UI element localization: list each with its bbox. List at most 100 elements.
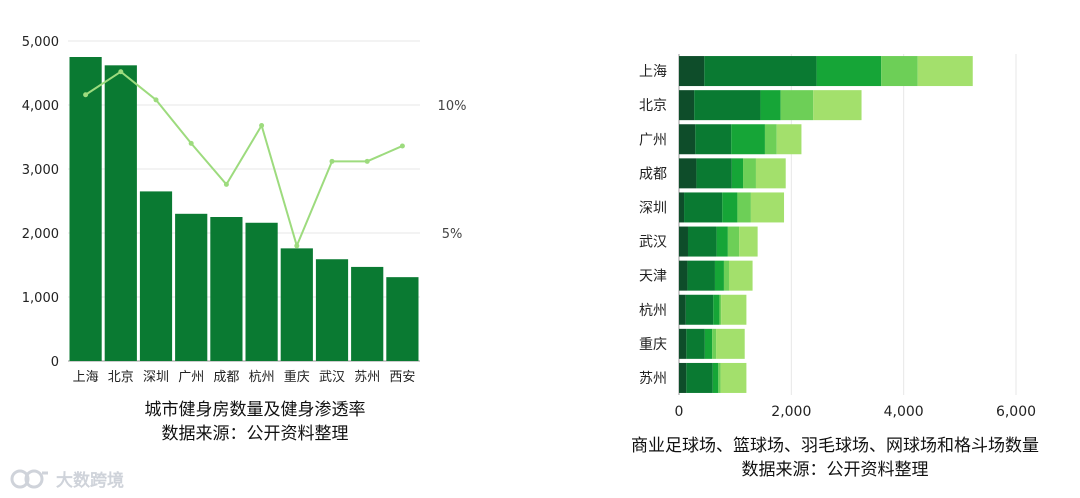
stacked-segment <box>743 158 756 189</box>
stacked-segment <box>731 158 744 189</box>
stacked-segment <box>679 192 685 223</box>
stacked-segment <box>694 90 761 121</box>
brand-logo-icon <box>10 469 48 488</box>
right-chart-title: 商业足球场、篮球场、羽毛球场、网球场和格斗场数量 <box>631 436 1039 456</box>
right-category-label: 深圳 <box>639 200 667 216</box>
x-tick-label: 西安 <box>389 370 415 385</box>
stacked-segment <box>739 226 758 257</box>
right-y-tick-label: 5% <box>442 227 463 242</box>
stacked-segment <box>716 328 745 359</box>
stacked-segment <box>780 90 814 121</box>
left-y-tick-label: 3,000 <box>22 163 59 178</box>
watermark-text: 大数跨境 <box>56 471 124 491</box>
left-chart-title: 城市健身房数量及健身渗透率 <box>144 400 366 420</box>
right-category-label: 杭州 <box>639 303 667 319</box>
stacked-segment <box>737 192 751 223</box>
right-category-label: 苏州 <box>639 371 667 387</box>
right-x-tick-label: 6,000 <box>996 404 1036 420</box>
stacked-segment <box>679 56 705 87</box>
left-chart-caption: 城市健身房数量及健身渗透率 数据来源：公开资料整理 <box>60 398 450 446</box>
stacked-segment <box>714 260 724 291</box>
stacked-segment <box>679 294 686 325</box>
bar-gym-count <box>210 217 243 361</box>
stacked-segment <box>687 260 715 291</box>
left-y-tick-label: 1,000 <box>22 291 59 306</box>
stacked-segment <box>712 362 719 393</box>
stacked-segment <box>686 362 713 393</box>
line-point <box>399 143 405 149</box>
stacked-segment <box>722 192 738 223</box>
x-tick-label: 武汉 <box>319 370 345 385</box>
left-y-tick-label: 5,000 <box>22 35 59 50</box>
right-chart-source: 数据来源：公开资料整理 <box>741 460 929 480</box>
stacked-segment <box>679 328 687 359</box>
stacked-segment <box>917 56 973 87</box>
stacked-segment <box>728 260 753 291</box>
line-point <box>259 122 265 128</box>
stacked-segment <box>704 56 817 87</box>
x-tick-label: 杭州 <box>249 370 275 385</box>
bar-gym-count <box>104 65 137 361</box>
right-category-label: 天津 <box>639 269 667 285</box>
stacked-segment <box>727 226 740 257</box>
stacked-segment <box>679 124 696 155</box>
right-category-label: 北京 <box>639 98 667 114</box>
stacked-segment <box>695 124 732 155</box>
stacked-segment <box>816 56 882 87</box>
left-chart-source: 数据来源：公开资料整理 <box>161 424 349 444</box>
bar-gym-count <box>315 259 349 361</box>
left-y-tick-label: 2,000 <box>22 227 59 242</box>
stacked-segment <box>721 294 747 325</box>
stacked-segment <box>720 362 747 393</box>
right-y-tick-label: 10% <box>438 99 467 114</box>
stacked-segment <box>679 362 687 393</box>
right-x-tick-label: 4,000 <box>884 404 924 420</box>
stacked-segment <box>679 226 688 257</box>
line-point <box>329 158 335 164</box>
x-tick-label: 深圳 <box>143 370 169 385</box>
watermark: 大数跨境 <box>10 466 124 491</box>
right-category-label: 重庆 <box>639 337 667 353</box>
x-tick-label: 北京 <box>108 370 134 385</box>
right-chart-caption: 商业足球场、篮球场、羽毛球场、网球场和格斗场数量 数据来源：公开资料整理 <box>590 434 1080 482</box>
stacked-segment <box>750 192 785 223</box>
bar-gym-count <box>69 57 102 361</box>
stacked-segment <box>679 158 697 189</box>
left-y-tick-label: 0 <box>51 355 59 370</box>
x-tick-label: 广州 <box>178 370 204 385</box>
bar-gym-count <box>280 248 313 361</box>
left-chart: 0 1,000 2,000 3,000 4,000 5,000 5% 10% 上海 北京 深圳 广州成… <box>22 35 467 385</box>
right-category-label: 成都 <box>639 166 667 182</box>
stacked-segment <box>881 56 918 87</box>
stacked-segment <box>685 294 714 325</box>
left-y-tick-label: 4,000 <box>22 99 59 114</box>
x-tick-label: 苏州 <box>354 369 380 385</box>
line-point <box>83 92 89 98</box>
right-category-label: 广州 <box>639 132 667 148</box>
stacked-segment <box>716 226 728 257</box>
x-tick-label: 上海 <box>73 370 99 385</box>
stacked-segment <box>776 124 802 155</box>
x-tick-label: 成都 <box>213 370 239 385</box>
line-point <box>153 97 159 103</box>
stacked-segment <box>719 294 722 325</box>
stacked-segment <box>731 124 765 155</box>
line-point <box>294 243 300 249</box>
stacked-segment <box>687 226 717 257</box>
bar-gym-count <box>139 191 173 361</box>
bar-gym-count <box>245 222 278 361</box>
bar-gym-count <box>386 277 419 361</box>
stacked-segment <box>704 328 713 359</box>
right-x-tick-label: 0 <box>675 404 684 420</box>
penetration-rate-line <box>85 70 403 249</box>
x-tick-label: 重庆 <box>284 369 310 385</box>
line-point <box>118 69 124 75</box>
stacked-segment <box>712 328 717 359</box>
stacked-segment <box>713 294 720 325</box>
stacked-segment <box>764 124 777 155</box>
right-category-label: 武汉 <box>639 235 667 251</box>
stacked-segment <box>723 260 729 291</box>
line-point <box>364 158 370 164</box>
